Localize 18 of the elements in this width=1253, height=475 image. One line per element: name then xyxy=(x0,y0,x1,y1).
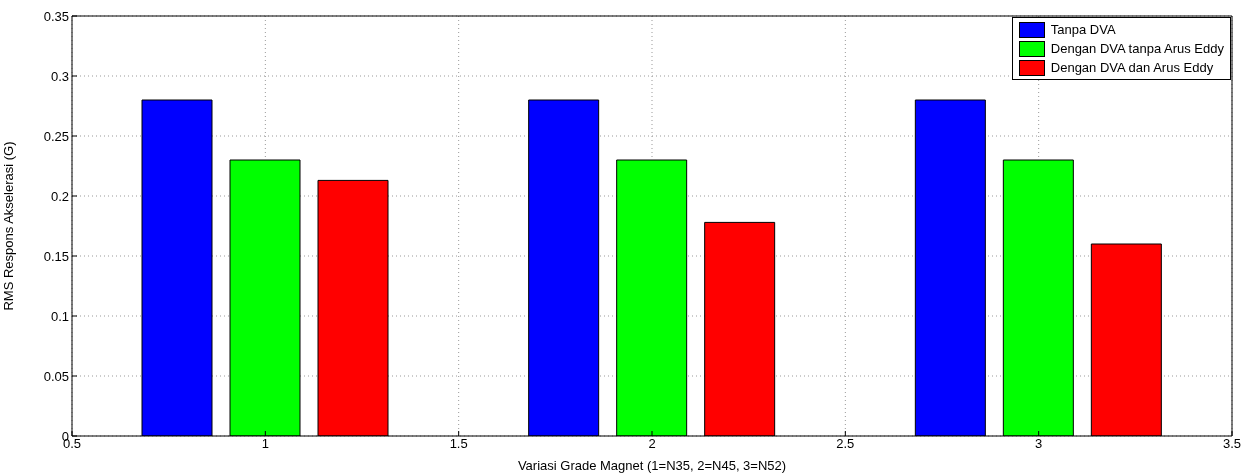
x-tick-label: 1 xyxy=(261,436,269,452)
y-tick-label: 0.2 xyxy=(50,188,69,204)
y-tick-label: 0.15 xyxy=(43,248,69,264)
y-tick-label: 0.1 xyxy=(50,308,69,324)
y-tick-label: 0.25 xyxy=(43,128,69,144)
x-tick-label: 3.5 xyxy=(1222,436,1242,452)
x-tick-label: 1.5 xyxy=(449,436,468,452)
x-tick-label: 2.5 xyxy=(836,436,855,452)
legend-label: Dengan DVA tanpa Arus Eddy xyxy=(1050,41,1224,56)
legend-label: Tanpa DVA xyxy=(1050,22,1116,37)
x-axis-title: Variasi Grade Magnet (1=N35, 2=N45, 3=N52) xyxy=(517,458,787,473)
y-tick-label: 0.3 xyxy=(50,68,69,84)
y-axis-title: RMS Respons Akselerasi (G) xyxy=(0,141,16,311)
y-tick-label: 0.05 xyxy=(43,368,69,384)
y-tick-label: 0.35 xyxy=(43,8,69,24)
x-tick-label: 3 xyxy=(1035,436,1043,452)
x-tick-label: 2 xyxy=(648,436,656,452)
legend-label: Dengan DVA dan Arus Eddy xyxy=(1050,60,1214,75)
